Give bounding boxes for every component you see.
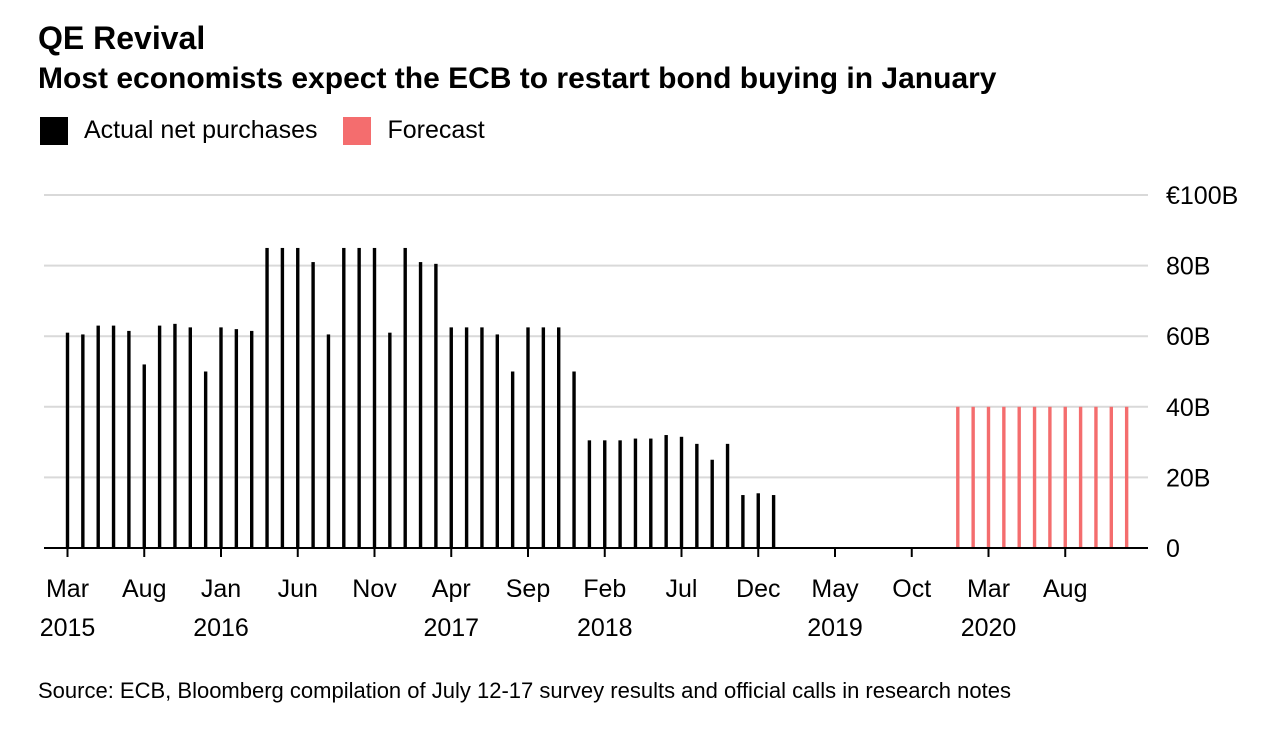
bar-actual xyxy=(480,327,484,548)
bar-forecast xyxy=(971,406,975,548)
bar-forecast xyxy=(956,406,960,548)
bar-actual xyxy=(127,330,131,548)
bar-actual xyxy=(449,327,453,548)
bar-actual xyxy=(111,325,116,548)
legend: Actual net purchases Forecast xyxy=(40,116,511,145)
chart-title: QE Revival xyxy=(38,20,206,56)
bar-actual xyxy=(388,332,392,548)
bar-actual xyxy=(203,371,208,548)
bar-actual xyxy=(725,443,730,548)
x-tick-label: Aug xyxy=(1043,575,1087,603)
bar-actual xyxy=(603,440,607,548)
grid-layer xyxy=(44,194,1148,479)
bar-actual xyxy=(250,330,254,548)
y-tick-label: 80B xyxy=(1166,253,1210,281)
x-tick-label: Sep xyxy=(506,575,550,603)
bar-actual xyxy=(679,436,684,548)
x-tick-year-label: 2015 xyxy=(40,614,96,642)
bar-actual xyxy=(296,247,300,548)
bar-forecast xyxy=(1109,406,1113,548)
bar-actual xyxy=(695,443,699,548)
bar-actual xyxy=(81,334,85,548)
chart-subtitle: Most economists expect the ECB to restar… xyxy=(38,62,997,95)
bar-actual xyxy=(418,262,423,548)
bar-forecast xyxy=(1048,406,1052,548)
bar-actual xyxy=(741,495,745,548)
bar-actual xyxy=(541,327,546,548)
y-tick-label: 40B xyxy=(1166,394,1210,422)
bar-actual xyxy=(557,327,561,548)
x-tick-label: Feb xyxy=(583,575,626,603)
bar-actual xyxy=(219,327,223,548)
bar-actual xyxy=(510,371,515,548)
bar-actual xyxy=(649,438,653,548)
x-tick-label: Nov xyxy=(352,575,397,603)
bar-forecast xyxy=(1124,406,1129,548)
x-tick-label: Aug xyxy=(122,575,166,603)
y-tick-label: 0 xyxy=(1166,535,1180,563)
bar-actual xyxy=(710,459,714,548)
bar-actual xyxy=(342,247,346,548)
bar-actual xyxy=(664,435,668,548)
bar-forecast xyxy=(986,406,991,548)
y-tick-label: €100B xyxy=(1166,182,1238,210)
bar-forecast xyxy=(1063,406,1067,548)
x-tick-label: Dec xyxy=(736,575,780,603)
x-tick-year-label: 2019 xyxy=(807,614,863,642)
x-tick-label: Mar xyxy=(46,575,89,603)
bar-forecast xyxy=(1094,406,1098,548)
bar-actual xyxy=(173,323,177,548)
bar-chart: 0 20B 40B 60B 80B €100B Mar 2015 Aug Jan 2016 Jun No… xyxy=(40,182,1239,642)
x-tick-label: Apr xyxy=(432,575,471,603)
bar-actual xyxy=(587,440,592,548)
legend-item-actual: Actual net purchases xyxy=(40,116,317,145)
x-tick-year-label: 2018 xyxy=(577,614,633,642)
x-tick-year-label: 2017 xyxy=(423,614,479,642)
bar-forecast xyxy=(1032,406,1037,548)
bar-forecast xyxy=(1002,406,1006,548)
bar-actual xyxy=(280,247,285,548)
bar-actual xyxy=(265,247,269,548)
bar-actual xyxy=(311,262,315,548)
x-tick-label: Oct xyxy=(892,575,931,603)
legend-label-actual: Actual net purchases xyxy=(84,116,318,144)
axis-layer: 0 20B 40B 60B 80B €100B Mar 2015 Aug Jan 2016 Jun No… xyxy=(40,182,1239,642)
bar-forecast xyxy=(1078,406,1083,548)
legend-item-forecast: Forecast xyxy=(343,116,485,145)
bar-actual xyxy=(96,325,100,548)
y-tick-label: 60B xyxy=(1166,323,1210,351)
y-tick-label: 20B xyxy=(1166,464,1210,492)
x-tick-label: Jul xyxy=(666,575,698,603)
x-tick-label: Jan xyxy=(201,575,241,603)
bar-actual xyxy=(618,440,622,548)
bar-actual xyxy=(357,247,361,548)
bar-forecast xyxy=(1017,406,1021,548)
legend-swatch-forecast xyxy=(343,116,372,145)
bar-actual xyxy=(234,329,239,548)
bar-actual xyxy=(756,493,760,548)
x-tick-label: May xyxy=(811,575,859,603)
source-note: Source: ECB, Bloomberg compilation of Ju… xyxy=(38,678,1011,703)
bar-actual xyxy=(65,332,70,548)
legend-swatch-actual xyxy=(40,116,68,145)
x-tick-label: Jun xyxy=(278,575,318,603)
bar-actual xyxy=(372,247,377,548)
bar-actual xyxy=(572,371,576,548)
legend-label-forecast: Forecast xyxy=(387,116,485,144)
bar-actual xyxy=(434,263,438,548)
bar-actual xyxy=(142,364,146,548)
x-tick-label: Mar xyxy=(967,575,1010,603)
bar-actual xyxy=(403,247,407,548)
bar-layer xyxy=(65,247,1129,548)
bar-actual xyxy=(188,327,192,548)
bar-actual xyxy=(464,327,469,548)
bar-actual xyxy=(771,495,776,548)
bar-actual xyxy=(326,334,331,548)
bar-actual xyxy=(526,327,530,548)
bar-actual xyxy=(633,438,638,548)
x-tick-year-label: 2016 xyxy=(193,614,249,642)
x-tick-year-label: 2020 xyxy=(961,614,1017,642)
bar-actual xyxy=(157,325,162,548)
bar-actual xyxy=(495,334,499,548)
